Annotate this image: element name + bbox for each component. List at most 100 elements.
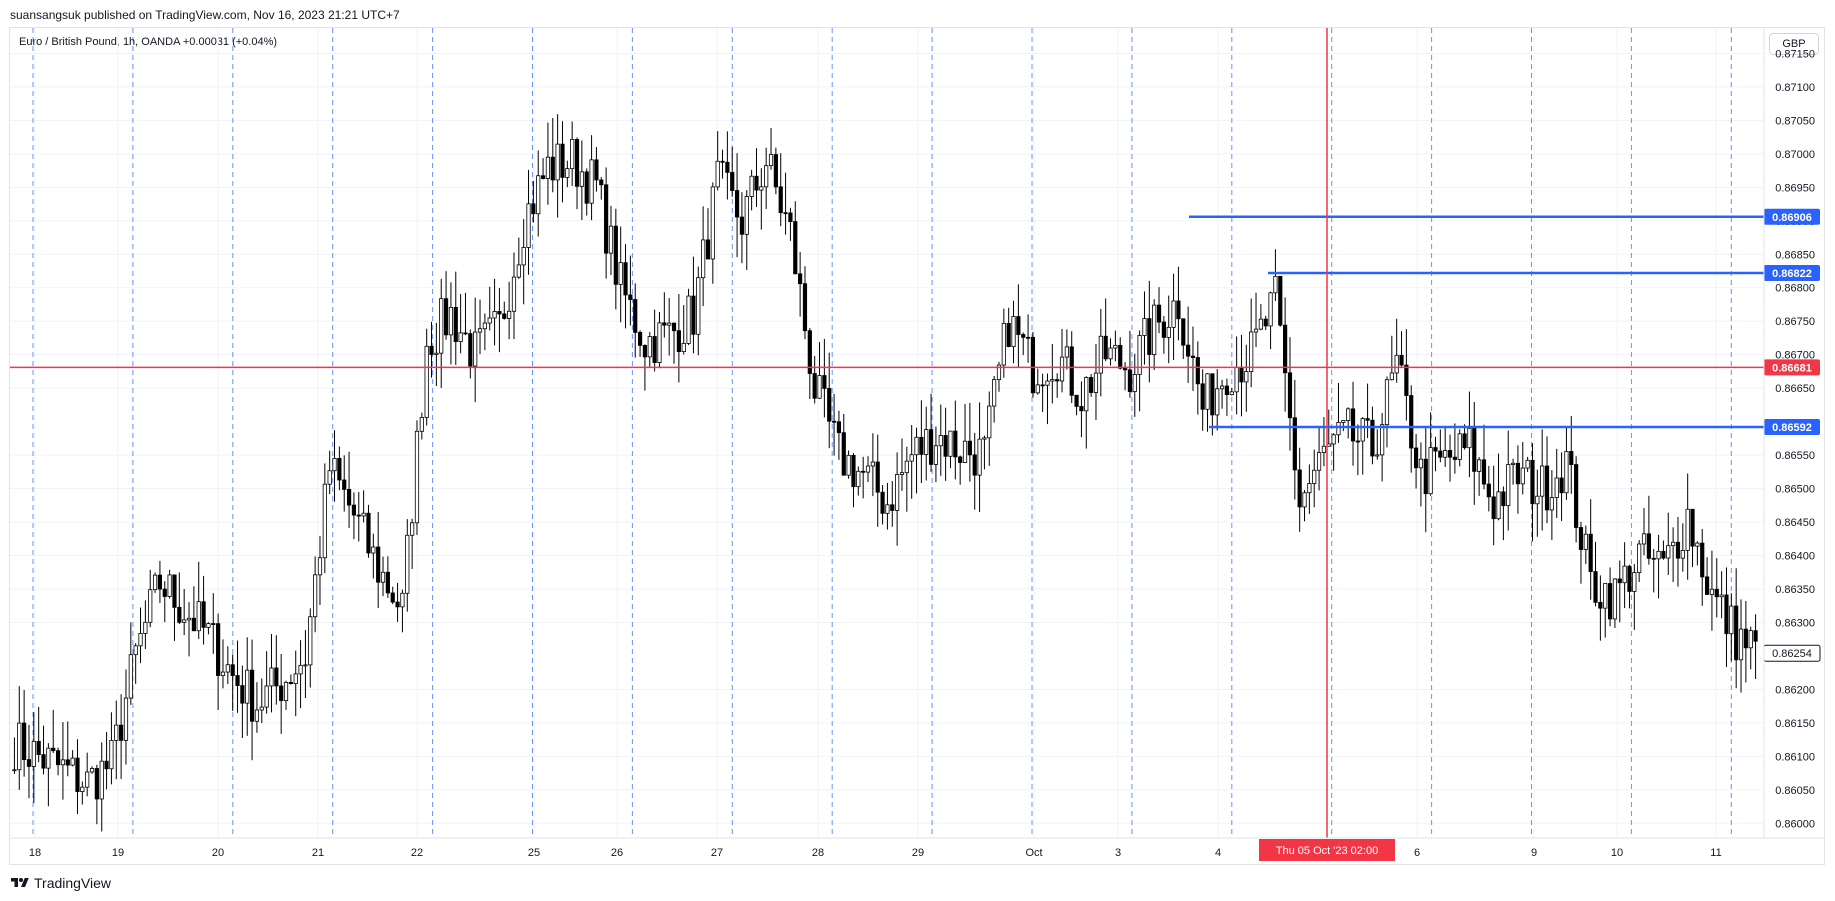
candle-body	[1229, 391, 1234, 396]
candle-body	[715, 160, 720, 188]
candle-body	[1520, 467, 1525, 485]
candle-body	[410, 522, 415, 536]
candle-body	[1307, 483, 1312, 494]
candle-body	[249, 669, 255, 722]
price-level-tag	[1764, 418, 1820, 435]
x-tick-label: 3	[1115, 847, 1121, 859]
candle-body	[1224, 385, 1230, 396]
candle-body	[313, 574, 318, 618]
price-level-tag-label: 0.86906	[1772, 212, 1812, 224]
footer-brand[interactable]: TradingView	[10, 875, 111, 891]
candle-body	[497, 311, 502, 315]
candle-body	[676, 330, 681, 352]
candle-body	[1598, 601, 1603, 609]
candle-body	[31, 740, 36, 767]
symbol-legend[interactable]: Euro / British Pound, 1h, OANDA +0.00031…	[19, 36, 278, 48]
candle-body	[1375, 454, 1380, 457]
candle-body	[235, 675, 240, 686]
candle-body	[1535, 495, 1540, 505]
candle-body	[783, 212, 788, 215]
candle-body	[361, 512, 366, 517]
currency-button[interactable]: GBP	[1769, 33, 1819, 55]
candle-body	[628, 294, 633, 300]
candle-body	[390, 592, 395, 603]
x-tick-label: 26	[611, 847, 623, 859]
candle-body	[1006, 323, 1011, 348]
candle-body	[681, 343, 686, 352]
candle-body	[337, 458, 342, 481]
x-tick-label: 19	[112, 847, 124, 859]
candle-body	[1656, 550, 1661, 560]
candle-body	[1302, 492, 1307, 508]
candle-body	[671, 322, 677, 332]
candle-body	[1447, 450, 1453, 458]
y-tick-label: 0.86150	[1775, 718, 1815, 730]
candle-body	[152, 574, 158, 591]
candle-body	[1583, 533, 1588, 550]
candle-body	[1496, 491, 1501, 520]
candle-body	[1283, 324, 1288, 374]
candle-body	[269, 667, 274, 687]
candle-body	[657, 322, 662, 363]
candle-body	[26, 759, 32, 767]
candle-body	[827, 388, 832, 422]
candle-body	[744, 196, 749, 235]
y-tick-label: 0.86100	[1775, 751, 1815, 763]
candle-body	[1030, 336, 1036, 394]
candle-body	[1001, 323, 1006, 366]
candle-body	[41, 754, 46, 769]
candle-body	[982, 437, 987, 440]
candle-body	[1064, 346, 1069, 358]
candle-body	[1152, 304, 1157, 355]
candle-body	[686, 295, 691, 344]
candle-body	[230, 664, 235, 676]
candle-body	[1671, 541, 1676, 547]
candle-body	[1011, 316, 1016, 348]
candle-body	[342, 479, 347, 490]
candle-body	[1438, 450, 1443, 458]
candle-body	[1554, 477, 1559, 498]
candle-body	[1559, 477, 1564, 494]
candle-body	[1510, 462, 1516, 465]
candle-body	[798, 273, 803, 285]
candle-body	[1753, 630, 1758, 642]
x-tick-label: Oct	[1025, 847, 1042, 859]
candle-body	[458, 332, 463, 342]
candle-body	[473, 331, 478, 367]
candle-body	[1515, 462, 1521, 485]
candle-body	[94, 768, 99, 800]
candle-body	[128, 654, 133, 699]
candle-body	[1399, 354, 1404, 366]
candle-body	[177, 606, 182, 623]
y-tick-label: 0.86800	[1775, 283, 1815, 295]
candle-body	[1093, 372, 1099, 393]
candle-body	[448, 307, 454, 336]
candle-body	[637, 331, 643, 346]
candle-body	[1443, 450, 1448, 458]
candle-body	[618, 262, 623, 285]
candle-body	[1428, 447, 1433, 495]
candle-body	[70, 757, 75, 766]
candle-body	[1016, 316, 1021, 335]
y-tick-label: 0.86050	[1775, 785, 1815, 797]
candle-body	[303, 664, 308, 667]
candle-body	[1472, 427, 1477, 472]
candle-body	[1166, 326, 1171, 338]
candle-body	[254, 709, 260, 722]
candle-body	[1025, 336, 1031, 339]
candle-body	[555, 143, 560, 181]
candle-body	[1021, 334, 1026, 338]
candle-body	[802, 283, 808, 332]
brand-label: TradingView	[34, 875, 112, 891]
candle-body	[914, 436, 919, 456]
candle-body	[424, 345, 429, 418]
candle-body	[1651, 557, 1656, 560]
candle-body	[526, 203, 531, 248]
candle-body	[1190, 355, 1196, 358]
candle-body	[613, 225, 618, 285]
candle-body	[371, 546, 376, 554]
x-tick-label: 20	[212, 847, 224, 859]
candle-body	[734, 190, 740, 218]
candle-body	[308, 616, 313, 666]
